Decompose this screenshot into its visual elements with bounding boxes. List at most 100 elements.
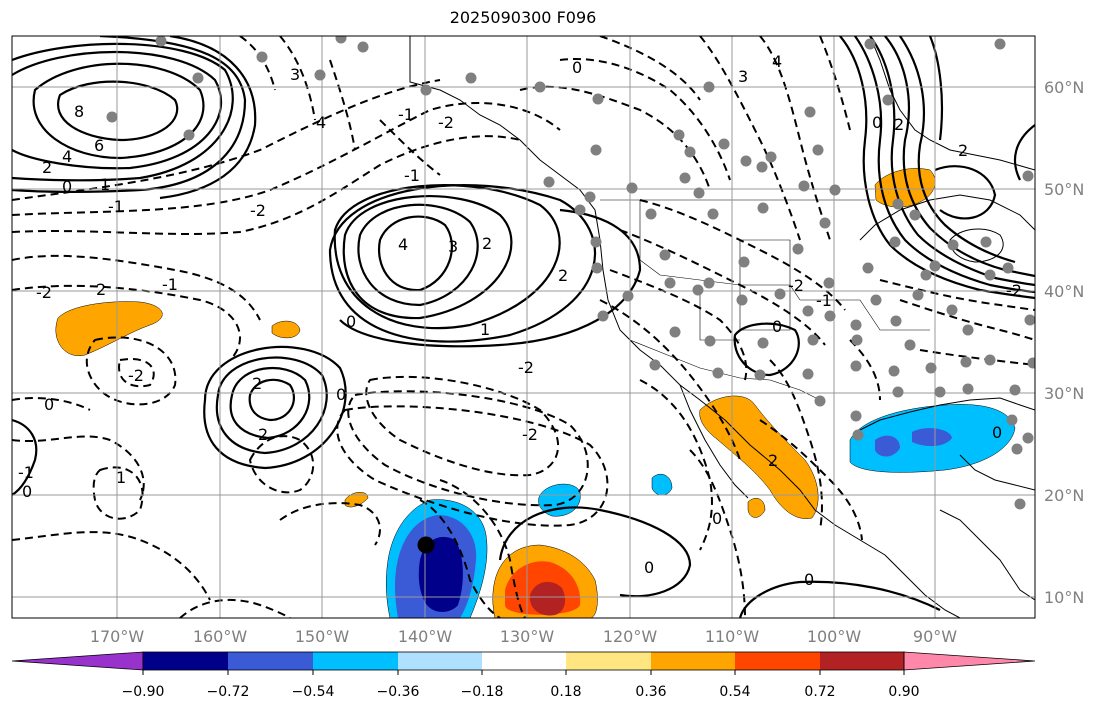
lon-label: 100°W [807, 627, 862, 646]
contour-label: 1 [480, 320, 490, 339]
station-markers [106, 36, 1035, 510]
colorbar-tick-label: 0.90 [888, 684, 919, 700]
contour-label: -1 [162, 275, 178, 294]
latitude-labels: 60°N 50°N 40°N 30°N 20°N 10°N [1044, 78, 1084, 607]
contour-label: 8 [74, 102, 84, 121]
contour-label: 2 [894, 115, 904, 134]
solid-contours [12, 36, 1035, 618]
contour-label: 2 [42, 158, 52, 177]
negative-anomaly-region [418, 536, 463, 612]
contour-label: 4 [772, 52, 782, 71]
contour-label: 2 [558, 266, 568, 285]
colorbar-tick-label: −0.36 [377, 684, 420, 700]
contour-labels: 8 6 4 2 0 1 -1 2 -2 4 3 2 1 0 2 2 -2 0 -… [18, 52, 1022, 589]
contour-label: -2 [36, 283, 52, 302]
positive-anomaly-region [529, 581, 566, 616]
map-frame [11, 35, 1036, 619]
contour-label: 0 [572, 58, 582, 77]
negative-anomaly-region [651, 473, 673, 496]
positive-anomaly-region [344, 492, 369, 508]
positive-anomaly-region [55, 301, 163, 357]
positive-anomaly-region [747, 498, 766, 518]
contour-label: -2 [788, 276, 804, 295]
contour-label: -1 [398, 105, 414, 124]
contour-label: 0 [712, 509, 722, 528]
contour-label: 2 [768, 451, 778, 470]
colorbar-segment [228, 652, 313, 670]
contour-label: 0 [22, 482, 32, 501]
contour-label: 3 [290, 65, 300, 84]
contour-label: 0 [804, 570, 814, 589]
contour-label: 2 [958, 141, 968, 160]
contour-label: -1 [108, 197, 124, 216]
contour-label: -2 [1006, 281, 1022, 300]
contour-label: -2 [128, 366, 144, 385]
colorbar-segment [566, 652, 651, 670]
colorbar-segment [482, 652, 566, 670]
colorbar-segment [313, 652, 398, 670]
contour-label: 2 [258, 425, 268, 444]
contour-label: 0 [772, 317, 782, 336]
lat-label: 40°N [1044, 282, 1084, 301]
contour-label: 0 [346, 312, 356, 331]
contour-label: 2 [482, 234, 492, 253]
contour-label: 0 [644, 558, 654, 577]
gridlines [12, 36, 1035, 618]
lon-label: 120°W [603, 627, 658, 646]
colorbar-tick-label: −0.54 [292, 684, 335, 700]
colorbar-tick-label: 0.54 [719, 684, 750, 700]
contour-label: 4 [316, 113, 326, 132]
contour-label: 2 [96, 280, 106, 299]
lon-label: 130°W [500, 627, 555, 646]
contour-label: 0 [336, 385, 346, 404]
contour-label: 1 [100, 175, 110, 194]
contour-label: -1 [18, 463, 34, 482]
contour-label: 6 [94, 136, 104, 155]
storm-center-marker [417, 536, 435, 554]
colorbar-extend-high [903, 651, 1036, 671]
contour-label: 4 [398, 235, 408, 254]
lat-label: 30°N [1044, 384, 1084, 403]
longitude-labels: 170°W 160°W 150°W 140°W 130°W 120°W 110°… [90, 627, 957, 646]
contour-label: -2 [522, 425, 538, 444]
lon-label: 90°W [913, 627, 957, 646]
contour-label: -2 [250, 201, 266, 220]
contour-label: 0 [872, 113, 882, 132]
colorbar-extend-low [11, 651, 144, 671]
colorbar-ticks [142, 670, 905, 675]
colorbar-tick-label: −0.90 [122, 684, 165, 700]
lon-label: 110°W [705, 627, 760, 646]
negative-anomaly-region [912, 428, 952, 447]
contour-label: -1 [404, 166, 420, 185]
colorbar-segment [651, 652, 735, 670]
colorbar-segment [143, 652, 228, 670]
contour-label: 0 [62, 177, 72, 196]
contour-label: 3 [738, 67, 748, 86]
lon-label: 170°W [90, 627, 145, 646]
colorbar-segment [735, 652, 820, 670]
contour-label: 0 [992, 423, 1002, 442]
colorbar-tick-label: −0.18 [461, 684, 504, 700]
contour-label: 2 [252, 374, 262, 393]
lat-label: 60°N [1044, 78, 1084, 97]
contour-label: -2 [518, 358, 534, 377]
contour-label: 4 [62, 147, 72, 166]
colorbar-outline [142, 651, 905, 671]
contour-label: -2 [438, 113, 454, 132]
colorbar: −0.90 −0.72 −0.54 −0.36 −0.18 0.18 0.36 … [11, 651, 1036, 700]
dashed-contours [12, 36, 1035, 618]
contour-label: 1 [116, 468, 126, 487]
colorbar-tick-label: 0.18 [550, 684, 581, 700]
colorbar-segment [398, 652, 482, 670]
colorbar-tick-label: 0.72 [804, 684, 835, 700]
lat-label: 20°N [1044, 486, 1084, 505]
contour-label: 3 [448, 237, 458, 256]
positive-anomaly-region [699, 395, 819, 519]
contour-label: -1 [816, 291, 832, 310]
negative-anomaly-region [875, 435, 900, 457]
political-borders [600, 199, 930, 401]
lat-label: 50°N [1044, 180, 1084, 199]
lon-label: 160°W [193, 627, 248, 646]
lon-label: 150°W [295, 627, 350, 646]
